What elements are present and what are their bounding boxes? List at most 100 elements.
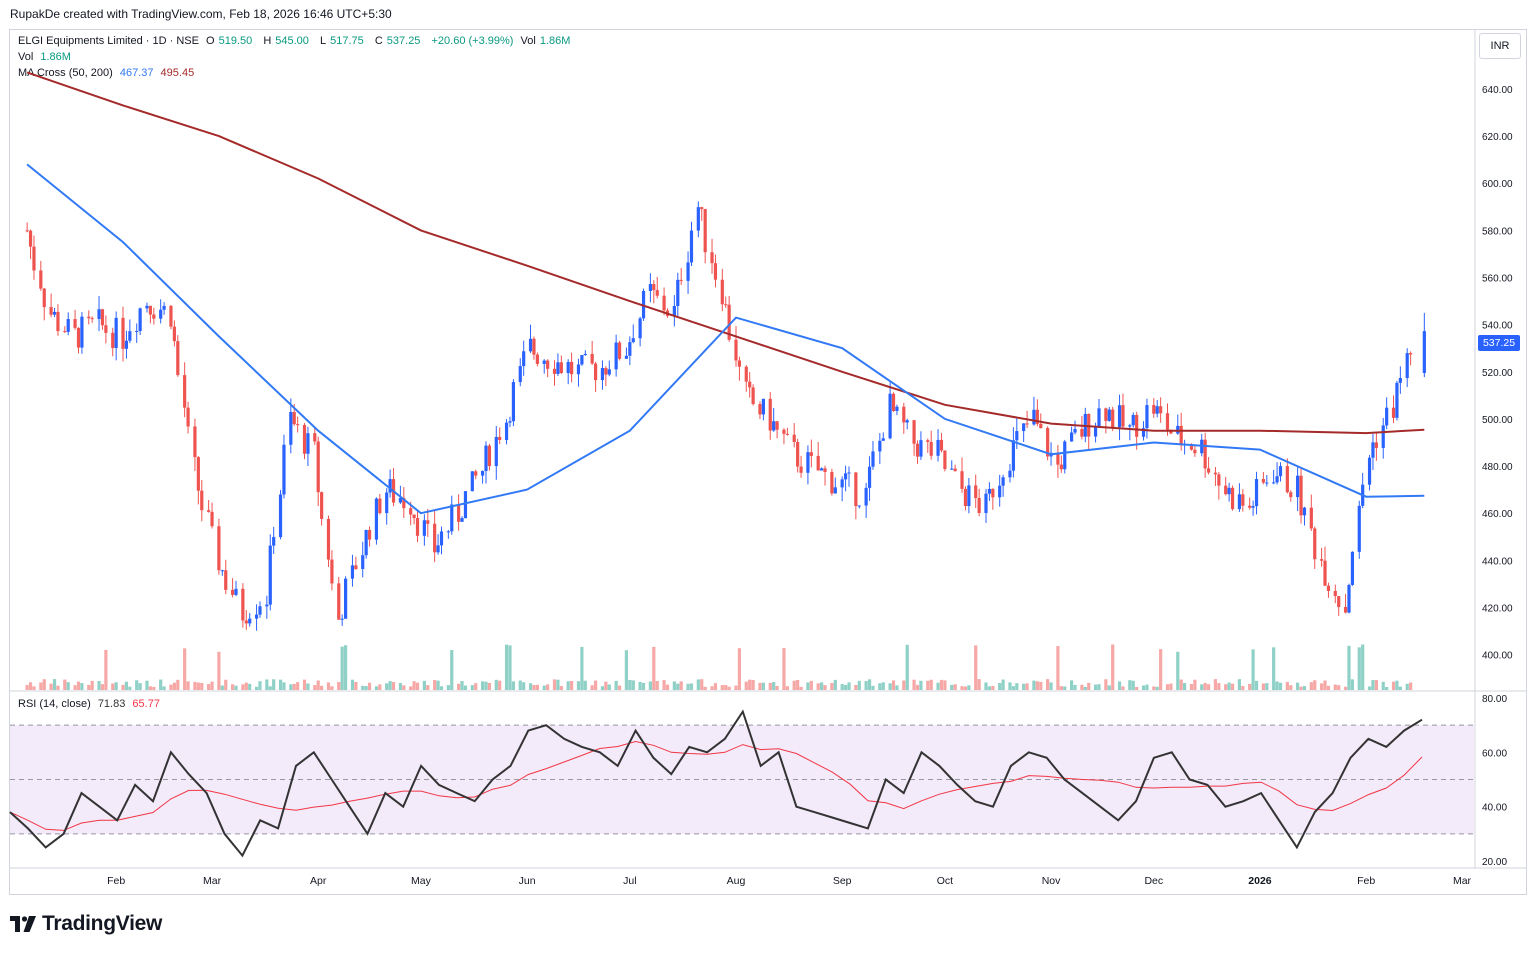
volume-bar (193, 681, 197, 690)
candle-body (480, 470, 485, 476)
candle-body (624, 355, 629, 359)
candle-body (1371, 442, 1375, 458)
volume-bar (1357, 647, 1361, 690)
volume-bar (292, 683, 296, 690)
volume-bar (224, 679, 228, 690)
candle-body (210, 511, 214, 527)
candle-body (135, 331, 139, 333)
candle-body (775, 421, 779, 430)
candle-body (1275, 476, 1279, 483)
price-tick-label: 600.00 (1482, 179, 1513, 190)
candle-body (1141, 428, 1146, 437)
volume-bar (1056, 646, 1060, 690)
volume-bar (1299, 686, 1303, 690)
volume-bar (340, 646, 344, 690)
candle-body (1261, 479, 1265, 483)
candle-body (672, 305, 676, 316)
volume-bar (1159, 649, 1163, 690)
volume-bar (388, 681, 392, 690)
volume-bar (1265, 683, 1269, 690)
volume-bar (576, 681, 581, 690)
candle-body (326, 518, 331, 560)
volume-legend[interactable]: Vol 1.86M (18, 51, 75, 63)
volume-bar (268, 686, 272, 690)
volume-bar (354, 681, 358, 690)
time-tick-label: Mar (203, 875, 222, 887)
volume-bar (888, 683, 892, 690)
candle-body (593, 363, 598, 381)
candle-body (1165, 413, 1170, 430)
candle-body (662, 295, 666, 311)
candle-body (977, 498, 981, 514)
ma-cross-legend[interactable]: MA Cross (50, 200) 467.37 495.45 (18, 67, 198, 79)
volume-bar (1093, 684, 1098, 690)
candle-body (138, 308, 142, 332)
volume-bar (460, 681, 464, 690)
candle-body (1405, 353, 1409, 378)
ma50-value: 467.37 (119, 67, 154, 79)
candle-body (1230, 487, 1235, 510)
time-tick-label: 2026 (1248, 875, 1272, 887)
volume-bar (878, 683, 882, 690)
candle-body (183, 375, 187, 408)
candle-body (991, 488, 995, 498)
volume-bar (1203, 682, 1207, 690)
volume-bar (316, 680, 320, 690)
candle-body (748, 381, 752, 388)
currency-button[interactable]: INR (1479, 33, 1521, 59)
volume-bar (905, 644, 909, 690)
volume-bar (919, 680, 923, 690)
price-tick-label: 580.00 (1482, 226, 1513, 237)
volume-bar (1251, 649, 1255, 690)
volume-bar (196, 682, 200, 690)
candle-body (1278, 466, 1283, 477)
candle-body (25, 230, 29, 232)
candle-body (546, 360, 550, 369)
candle-body (159, 309, 163, 319)
volume-bar (926, 680, 930, 690)
candle-body (207, 510, 211, 512)
symbol-name[interactable]: ELGI Equipments Limited · 1D · NSE (18, 35, 199, 47)
candle-body (830, 471, 834, 494)
volume-bar (1135, 686, 1139, 690)
candle-body (66, 319, 70, 332)
time-tick-label: Aug (727, 875, 746, 887)
candle-body (457, 504, 461, 522)
volume-bar (1347, 645, 1351, 690)
volume-bar (1087, 682, 1091, 690)
volume-bar (522, 682, 526, 690)
volume-bar (104, 649, 108, 690)
price-tick-label: 560.00 (1482, 274, 1513, 285)
volume-bar (28, 682, 33, 690)
volume-bar (662, 680, 666, 690)
volume-bar (593, 680, 598, 690)
time-tick-label: Jun (519, 875, 536, 887)
candle-body (241, 588, 245, 621)
volume-bar (1409, 682, 1413, 690)
candle-body (224, 570, 228, 590)
candle-body (652, 284, 656, 291)
time-tick-label: Dec (1144, 875, 1163, 887)
volume-bar (1371, 680, 1375, 690)
volume-bar (881, 682, 885, 690)
volume-bar (758, 682, 762, 690)
rsi-legend[interactable]: RSI (14, close) 71.83 65.77 (18, 698, 164, 710)
candle-body (176, 341, 180, 376)
candle-body (1213, 472, 1218, 475)
candle-body (1032, 409, 1036, 425)
candle-body (950, 468, 954, 470)
tradingview-logo[interactable]: TradingView (10, 912, 162, 936)
volume-bar (248, 683, 252, 690)
candle-body (1179, 425, 1183, 446)
volume-bar (330, 686, 334, 690)
candle-body (439, 531, 444, 546)
candle-body (289, 412, 293, 445)
volume-bar (87, 684, 91, 690)
volume-bar (1073, 684, 1077, 690)
candle-body (172, 326, 176, 342)
candle-body (878, 440, 882, 452)
volume-bar (809, 680, 813, 690)
volume-bar (1179, 679, 1183, 690)
volume-bar (200, 682, 204, 690)
